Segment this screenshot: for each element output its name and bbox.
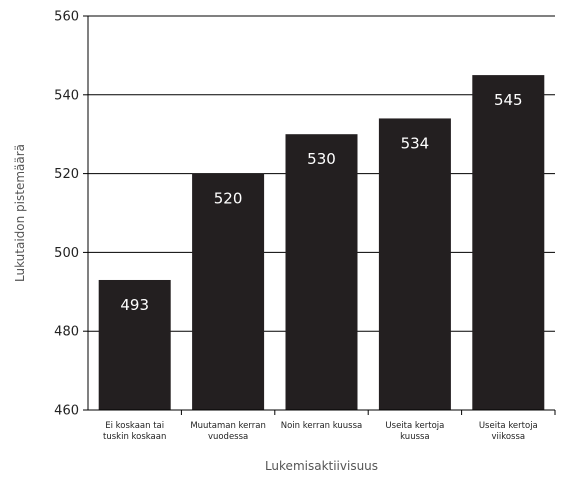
x-tick-label: Noin kerran kuussa [281,421,363,431]
x-axis-ticks: Ei koskaan tai tuskin koskaan Muutaman ker… [103,410,556,442]
y-tick-label: 500 [54,246,79,261]
bar [98,279,171,410]
y-tick-label: 520 [54,167,79,182]
x-axis-title: Lukemisaktiivisuus [265,459,378,473]
data-label: 530 [307,150,336,168]
data-label: 493 [120,296,149,314]
data-label: 520 [214,190,243,208]
y-tick-label: 540 [54,88,79,103]
y-axis-ticks: 460 480 500 520 540 560 [54,10,88,419]
x-tick-label: Ei koskaan tai tuskin koskaan [103,421,166,442]
data-label: 545 [494,91,523,109]
x-tick-label: Muutaman kerran vuodessa [190,421,266,442]
y-tick-label: 560 [54,10,79,25]
y-tick-label: 460 [54,404,79,419]
x-tick-label: Useita kertoja kuussa [385,421,444,442]
data-label: 534 [401,134,430,152]
bar [472,75,545,410]
x-tick-label: Useita kertoja viikossa [479,421,538,442]
bar [285,134,358,410]
y-axis-title: Lukutaidon pistemäärä [13,144,27,282]
bar [378,118,451,410]
bars: 493 520 530 534 545 [98,75,545,410]
bar [192,173,265,410]
y-tick-label: 480 [54,325,79,340]
